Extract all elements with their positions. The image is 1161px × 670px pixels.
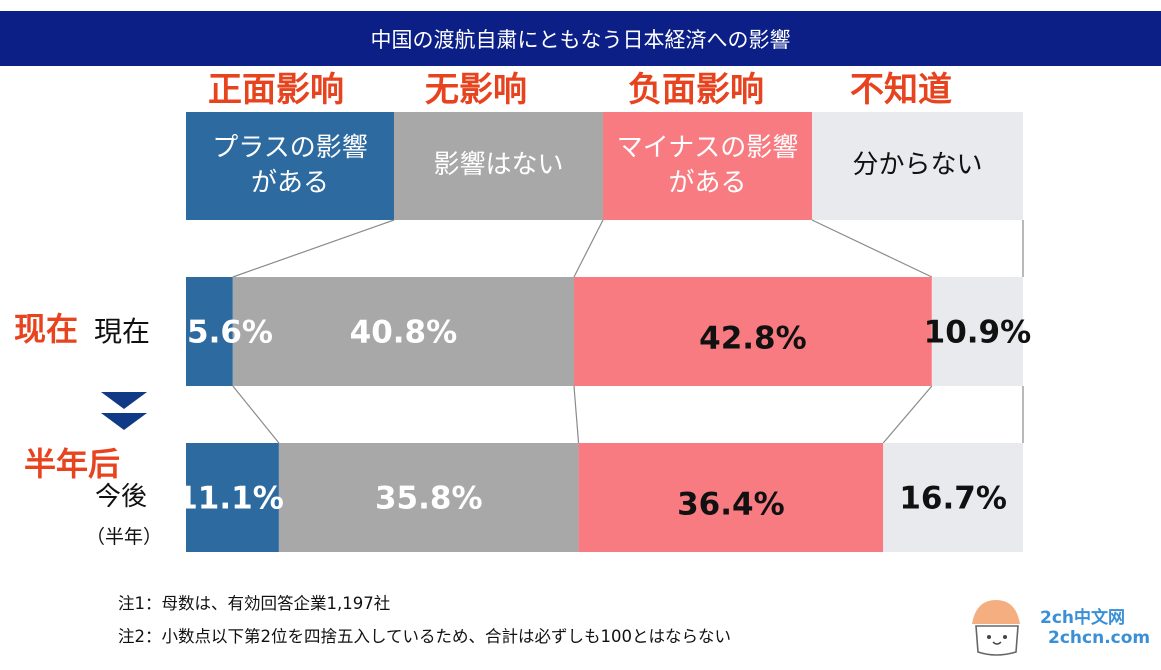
legend-box-positive: プラスの影響 がある [186,112,394,220]
bar-negative-current [573,277,932,386]
data-label-negative-current: 42.8% [699,321,807,357]
bar-unknown-current [931,277,1023,386]
row-label-current: 現在 [94,315,151,348]
data-label-unknown-future: 16.7% [899,481,1007,517]
footnote-2: 注2：小数点以下第2位を四捨五入しているため、合計は必ずしも100とはならない [118,627,731,646]
bar-none-current [232,277,574,386]
legend-box-unknown: 分からない [812,112,1023,220]
data-label-positive-future: 11.1% [176,481,284,517]
legend-label-positive: プラスの影響 がある [212,132,368,198]
data-label-positive-current: 5.6% [187,315,273,351]
cn-annotation-unknown: 不知道 [850,70,952,110]
legend-label-unknown: 分からない [852,150,983,181]
cn-annotation-none: 无影响 [425,70,527,110]
bar-positive-future [186,443,279,552]
bar-negative-future [578,443,884,552]
bar-positive-current [186,277,233,386]
legend-label-none: 影響はない [433,150,564,181]
legend-box-none: 影響はない [394,112,603,220]
bar-unknown-future [883,443,1023,552]
row-cn-label-current: 现在 [14,310,79,348]
down-arrow-icon [101,392,147,409]
row-cn-label-future: 半年后 [24,445,121,483]
connector-line-top [573,219,604,278]
data-label-unknown-current: 10.9% [924,315,1032,351]
connector-line-middle [573,385,580,444]
row-sublabel-future: （半年） [86,526,163,548]
watermark-line1: 2ch中文网 [1040,608,1126,628]
cn-annotation-positive: 正面影响 [208,70,344,110]
connector-line-middle [882,385,933,444]
cn-annotation-negative: 负面影响 [628,70,764,110]
down-arrow-icon [101,413,147,430]
bar-none-future [278,443,579,552]
row-label-future: 今後 [95,482,148,512]
data-label-negative-future: 36.4% [677,487,785,523]
connector-line-middle [232,385,280,444]
watermark-line2: 2chcn.com [1048,628,1151,648]
watermark-logo [972,600,1020,656]
connector-line-top [232,219,395,278]
data-label-none-future: 35.8% [375,481,483,517]
chart-title: 中国の渡航自粛にともなう日本経済への影響 [0,11,1161,66]
connector-line-top [811,219,933,278]
data-label-none-current: 40.8% [350,315,458,351]
legend-label-negative: マイナスの影響 がある [616,132,799,198]
legend-box-negative: マイナスの影響 がある [603,112,812,220]
footnote-1: 注1：母数は、有効回答企業1,197社 [118,594,391,613]
